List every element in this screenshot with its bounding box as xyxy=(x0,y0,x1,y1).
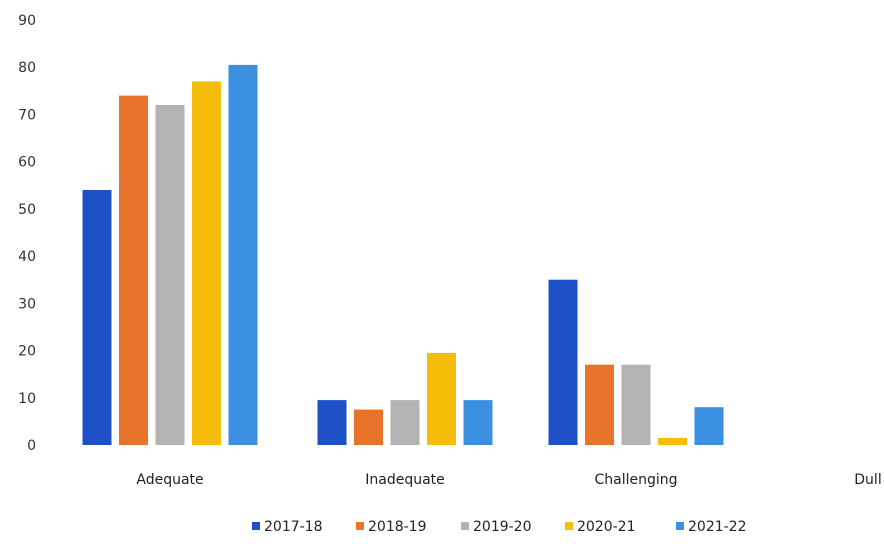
legend-swatch xyxy=(676,522,684,530)
bar-challenging-2018-19 xyxy=(585,364,614,445)
x-axis: Adequate Inadequate Challenging Dull xyxy=(136,472,881,488)
y-tick-label: 20 xyxy=(18,344,36,360)
legend-swatch xyxy=(356,522,364,530)
legend-swatch xyxy=(461,522,469,530)
bars xyxy=(82,64,724,446)
y-tick-label: 10 xyxy=(18,391,36,407)
bar-inadequate-2017-18 xyxy=(317,400,347,445)
y-tick-label: 80 xyxy=(18,60,36,76)
legend-label: 2021-22 xyxy=(688,519,747,535)
y-axis: 0 10 20 30 40 50 60 70 80 90 xyxy=(18,13,36,454)
bar-adequate-2017-18 xyxy=(82,190,112,445)
bar-adequate-2019-20 xyxy=(155,105,185,445)
legend-label: 2020-21 xyxy=(577,519,636,535)
bar-inadequate-2019-20 xyxy=(390,400,420,445)
x-category-label: Adequate xyxy=(136,472,203,488)
bar-adequate-2021-22 xyxy=(228,64,258,446)
y-tick-label: 50 xyxy=(18,202,36,218)
bar-challenging-2020-21 xyxy=(658,437,687,445)
y-tick-label: 0 xyxy=(27,438,36,454)
bar-challenging-2021-22 xyxy=(694,407,724,445)
bar-adequate-2018-19 xyxy=(119,95,148,445)
bar-challenging-2019-20 xyxy=(621,364,651,445)
y-tick-label: 90 xyxy=(18,13,36,29)
legend-label: 2018-19 xyxy=(368,519,427,535)
bar-inadequate-2018-19 xyxy=(354,409,383,445)
y-tick-label: 40 xyxy=(18,249,36,265)
x-category-label: Dull xyxy=(854,472,881,488)
legend: 2017-18 2018-19 2019-20 2020-21 2021-22 xyxy=(252,519,747,535)
legend-swatch xyxy=(252,522,260,530)
legend-swatch xyxy=(565,522,573,530)
y-tick-label: 60 xyxy=(18,155,36,171)
bar-adequate-2020-21 xyxy=(192,81,221,446)
bar-inadequate-2020-21 xyxy=(427,352,456,445)
legend-label: 2019-20 xyxy=(473,519,532,535)
y-tick-label: 70 xyxy=(18,107,36,123)
x-category-label: Inadequate xyxy=(365,472,445,488)
y-tick-label: 30 xyxy=(18,296,36,312)
x-category-label: Challenging xyxy=(594,472,677,488)
legend-label: 2017-18 xyxy=(264,519,323,535)
bar-challenging-2017-18 xyxy=(548,279,578,445)
bar-inadequate-2021-22 xyxy=(463,400,493,445)
